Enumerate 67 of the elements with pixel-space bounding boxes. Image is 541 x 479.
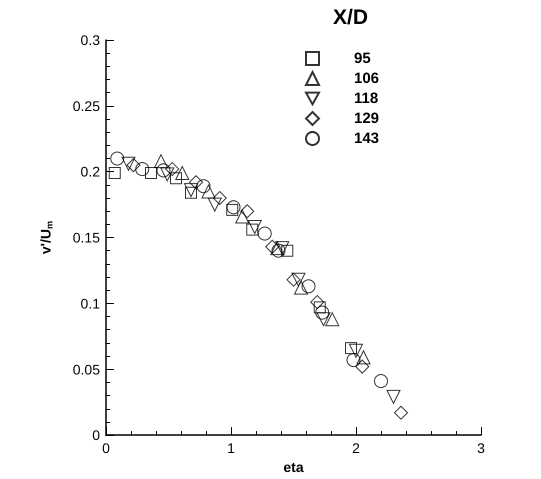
point [275, 241, 290, 256]
point [316, 312, 330, 326]
point [346, 353, 360, 368]
y-tick-label: 0.05 [72, 361, 100, 378]
point [184, 183, 198, 198]
point [374, 374, 388, 388]
point [248, 220, 262, 234]
point [386, 390, 400, 404]
point [394, 406, 408, 420]
point [240, 204, 254, 218]
point [310, 295, 324, 310]
point [314, 301, 326, 314]
point [246, 224, 258, 236]
y-tick-label: 0.15 [72, 230, 100, 246]
point [208, 198, 222, 212]
point [292, 272, 306, 287]
point [345, 342, 357, 354]
x-tick-label: 2 [352, 440, 360, 456]
point [156, 163, 170, 178]
point [170, 172, 182, 184]
x-tick-label: 3 [477, 440, 486, 456]
point [212, 191, 227, 206]
point [126, 158, 140, 172]
point [272, 244, 286, 258]
point [160, 167, 174, 182]
point [281, 244, 294, 257]
point [122, 156, 136, 171]
legend-label: 106 [354, 70, 380, 87]
point [226, 204, 238, 216]
point [145, 167, 157, 180]
point [315, 306, 330, 320]
y-tick-label: 0.2 [80, 164, 100, 180]
y-tick-label: 0 [92, 427, 100, 444]
legend-title: X/D [333, 6, 368, 29]
point [355, 360, 370, 374]
x-tick-label: 1 [227, 440, 236, 456]
point [196, 179, 210, 194]
point [108, 167, 121, 180]
point [294, 280, 308, 295]
point [175, 166, 190, 180]
point [226, 200, 240, 214]
y-tick-label: 0.25 [72, 98, 100, 114]
legend-label: 118 [354, 90, 378, 107]
point [189, 175, 203, 190]
point [202, 184, 216, 198]
point [270, 241, 284, 256]
y-tick-label: 0.3 [80, 32, 100, 48]
point [165, 162, 180, 176]
y-axis-title: v'/Um [38, 220, 54, 254]
legend-label: 129 [354, 110, 380, 127]
point [356, 350, 370, 364]
x-tick-label: 0 [102, 440, 110, 456]
point [265, 240, 280, 254]
point [110, 152, 124, 166]
legend-label: 95 [354, 50, 371, 67]
point [349, 344, 363, 358]
y-tick-label: 0.1 [80, 295, 100, 312]
point [258, 226, 272, 241]
point [286, 272, 300, 287]
legend-label: 143 [354, 130, 380, 147]
point [235, 209, 250, 224]
point [325, 312, 340, 326]
point [154, 154, 168, 168]
point [135, 162, 150, 176]
x-axis-title: eta [283, 459, 304, 475]
point [302, 279, 316, 294]
point [185, 186, 197, 199]
